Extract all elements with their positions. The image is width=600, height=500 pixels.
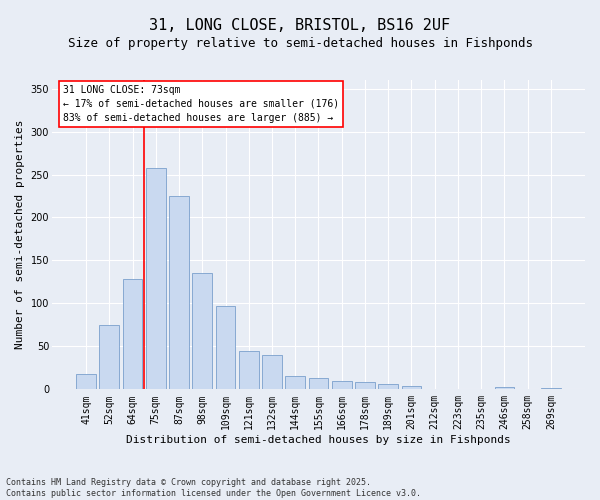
Bar [122, 280, 142, 390]
Bar [355, 382, 375, 390]
Bar [169, 196, 189, 390]
Bar [332, 380, 352, 390]
Bar [494, 387, 514, 390]
Bar [215, 306, 235, 390]
Bar [401, 386, 421, 390]
Bar [100, 325, 119, 390]
Bar [379, 384, 398, 390]
X-axis label: Distribution of semi-detached houses by size in Fishponds: Distribution of semi-detached houses by … [126, 435, 511, 445]
Bar [193, 274, 212, 390]
Bar [308, 378, 328, 390]
Text: Contains HM Land Registry data © Crown copyright and database right 2025.
Contai: Contains HM Land Registry data © Crown c… [6, 478, 421, 498]
Bar [286, 376, 305, 390]
Y-axis label: Number of semi-detached properties: Number of semi-detached properties [15, 120, 25, 350]
Bar [76, 374, 96, 390]
Text: Size of property relative to semi-detached houses in Fishponds: Size of property relative to semi-detach… [67, 38, 533, 51]
Bar [239, 350, 259, 390]
Text: 31 LONG CLOSE: 73sqm
← 17% of semi-detached houses are smaller (176)
83% of semi: 31 LONG CLOSE: 73sqm ← 17% of semi-detac… [62, 84, 339, 122]
Text: 31, LONG CLOSE, BRISTOL, BS16 2UF: 31, LONG CLOSE, BRISTOL, BS16 2UF [149, 18, 451, 32]
Bar [146, 168, 166, 390]
Bar [262, 355, 282, 390]
Bar [541, 388, 561, 390]
